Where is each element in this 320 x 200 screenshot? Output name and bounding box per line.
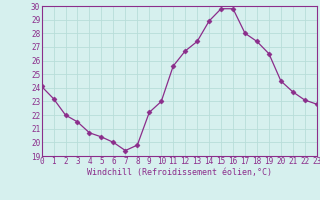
X-axis label: Windchill (Refroidissement éolien,°C): Windchill (Refroidissement éolien,°C) (87, 168, 272, 177)
